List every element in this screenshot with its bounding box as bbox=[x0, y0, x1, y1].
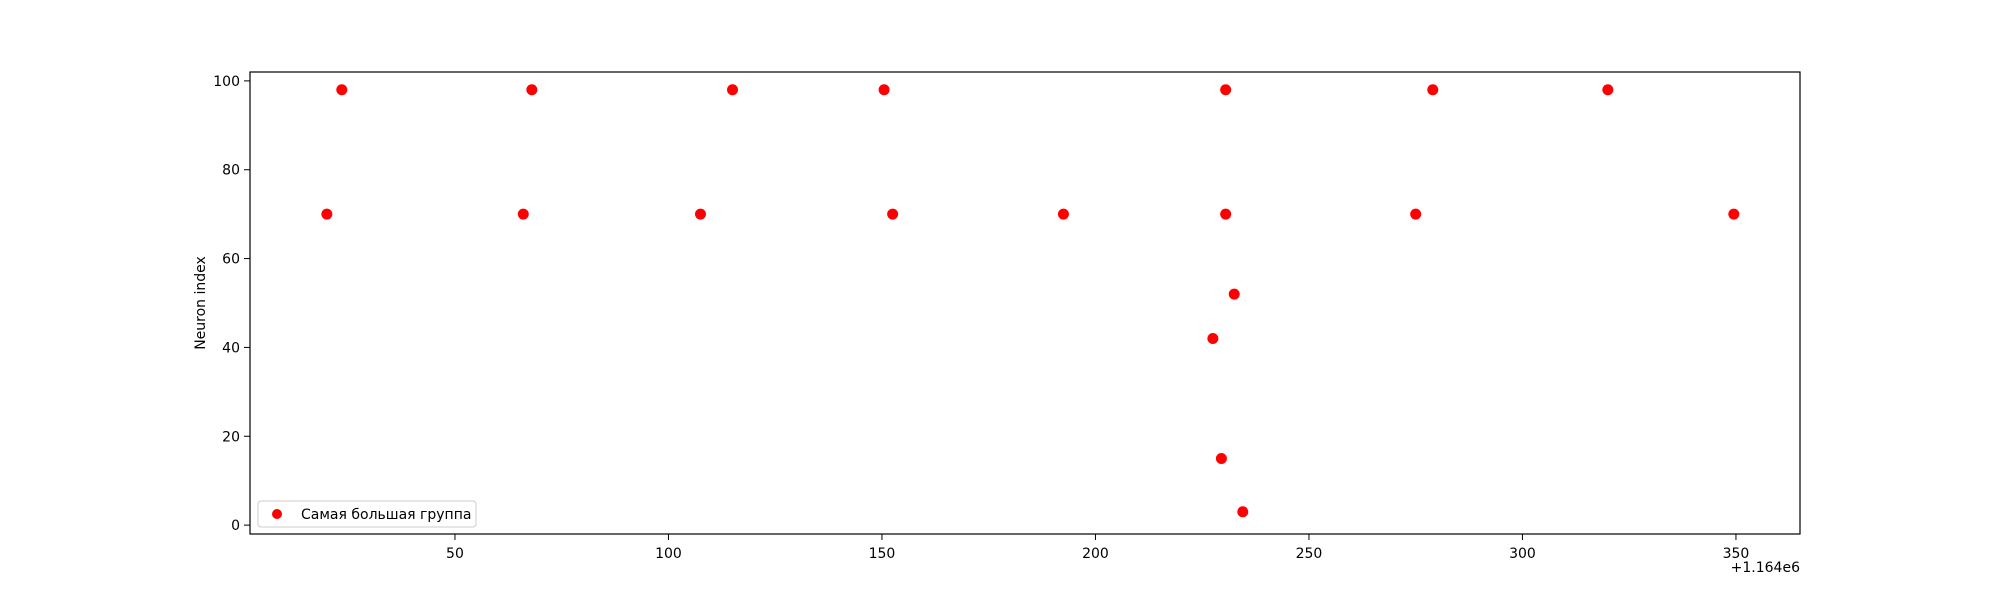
data-point bbox=[1228, 288, 1240, 300]
data-point bbox=[887, 208, 899, 220]
y-tick-label: 0 bbox=[231, 518, 240, 534]
y-tick-label: 60 bbox=[222, 252, 240, 268]
data-point bbox=[1057, 208, 1069, 220]
data-point bbox=[1220, 208, 1232, 220]
x-offset-label: +1.164e6 bbox=[1731, 560, 1800, 576]
data-point bbox=[694, 208, 706, 220]
y-tick-label: 40 bbox=[222, 340, 240, 356]
legend-label: Самая большая группа bbox=[301, 507, 471, 523]
data-point bbox=[1220, 84, 1232, 96]
data-point bbox=[1410, 208, 1422, 220]
x-tick-label: 50 bbox=[446, 546, 464, 562]
x-tick-label: 200 bbox=[1082, 546, 1109, 562]
legend-marker bbox=[272, 509, 282, 519]
x-tick-label: 100 bbox=[655, 546, 682, 562]
x-tick-label: 250 bbox=[1296, 546, 1323, 562]
data-point bbox=[336, 84, 348, 96]
data-point bbox=[1427, 84, 1439, 96]
y-axis: 0 20 40 60 80 100 bbox=[213, 74, 250, 534]
data-point bbox=[526, 84, 538, 96]
y-tick-label: 80 bbox=[222, 163, 240, 179]
plot-area bbox=[249, 71, 1801, 535]
data-point bbox=[321, 208, 333, 220]
data-point bbox=[1215, 452, 1227, 464]
data-point bbox=[1602, 84, 1614, 96]
y-axis-label: Neuron index bbox=[193, 256, 209, 350]
data-points bbox=[321, 84, 1740, 518]
x-tick-label: 350 bbox=[1723, 546, 1750, 562]
x-tick-label: 300 bbox=[1509, 546, 1536, 562]
legend-box bbox=[257, 500, 477, 528]
x-tick-label: 150 bbox=[869, 546, 896, 562]
data-point bbox=[517, 208, 529, 220]
data-point bbox=[1207, 333, 1219, 345]
x-axis: 50 100 150 200 250 300 350 bbox=[446, 534, 1749, 562]
y-tick-label: 100 bbox=[213, 74, 240, 90]
legend: Самая большая группа bbox=[257, 500, 477, 528]
data-point bbox=[727, 84, 739, 96]
data-point bbox=[1237, 506, 1249, 518]
data-point bbox=[878, 84, 890, 96]
data-point bbox=[1728, 208, 1740, 220]
y-tick-label: 20 bbox=[222, 429, 240, 445]
